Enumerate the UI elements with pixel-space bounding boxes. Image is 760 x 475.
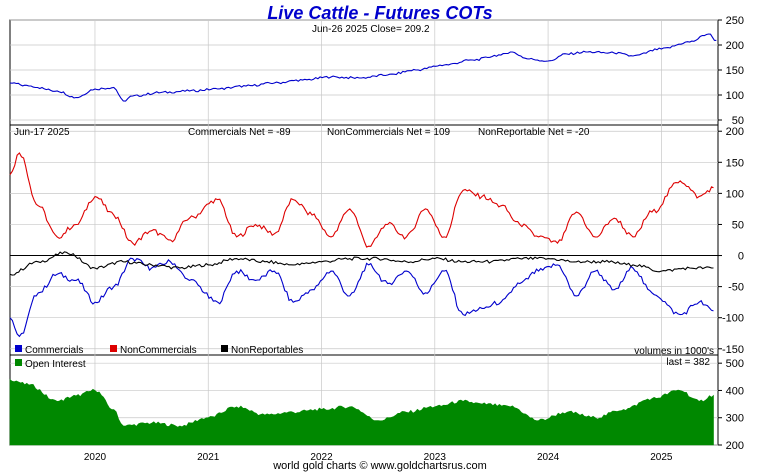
x-tick-label-2023: 2023 <box>424 452 447 463</box>
y-tick-label-p2-300: 300 <box>726 413 744 425</box>
open-interest-legend-swatch <box>15 359 22 366</box>
noncommercials-line <box>9 152 714 248</box>
x-tick-label-2020: 2020 <box>84 452 107 463</box>
y-tick-label-p0-100: 100 <box>726 90 744 102</box>
last-label: last = 382 <box>666 357 710 368</box>
x-tick-label-2021: 2021 <box>197 452 220 463</box>
chart-title: Live Cattle - Futures COTs <box>267 3 493 23</box>
y-tick-label-p0-150: 150 <box>726 65 744 77</box>
nonreportables-line <box>9 251 714 276</box>
nonreportables-legend-swatch <box>221 345 228 352</box>
y-tick-label-p0-50: 50 <box>732 115 744 127</box>
y-tick-label-p0-200: 200 <box>726 40 744 52</box>
x-tick-label-2025: 2025 <box>650 452 673 463</box>
panel-frame-0 <box>9 19 719 126</box>
y-tick-label-p1--150: -150 <box>722 344 744 356</box>
cot-date: Jun-17 2025 <box>14 127 70 138</box>
commercials-legend-swatch <box>15 345 22 352</box>
legend-nonreportables: NonReportables <box>231 345 303 356</box>
y-tick-label-p1-50: 50 <box>732 219 744 231</box>
y-tick-label-p1-200: 200 <box>726 126 744 138</box>
y-tick-label-p1-0: 0 <box>738 251 744 263</box>
nonreportable-net: NonReportable Net = -20 <box>478 127 590 138</box>
y-tick-label-p2-400: 400 <box>726 385 744 397</box>
y-tick-label-p1--100: -100 <box>722 313 744 325</box>
legend-open-interest: Open Interest <box>25 359 86 370</box>
volumes-note: volumes in 1000's <box>634 346 714 357</box>
noncommercials-legend-swatch <box>110 345 117 352</box>
commercials-line <box>9 257 714 338</box>
x-tick-label-2022: 2022 <box>310 452 333 463</box>
y-tick-label-p1--50: -50 <box>728 282 744 294</box>
price-line <box>9 33 717 102</box>
legend-noncommercials: NonCommercials <box>120 345 197 356</box>
y-tick-label-p1-150: 150 <box>726 157 744 169</box>
y-tick-label-p2-500: 500 <box>726 358 744 370</box>
y-tick-label-p1-100: 100 <box>726 188 744 200</box>
commercials-net: Commercials Net = -89 <box>188 127 291 138</box>
y-tick-label-p2-200: 200 <box>726 440 744 452</box>
price-header: Jun-26 2025 Close= 209.2 <box>312 24 430 35</box>
y-tick-label-p0-250: 250 <box>726 15 744 27</box>
legend-commercials: Commercials <box>25 345 83 356</box>
open_interest-area <box>9 378 714 446</box>
footer-credit: world gold charts © www.goldchartsrus.co… <box>273 460 487 472</box>
x-tick-label-2024: 2024 <box>537 452 560 463</box>
noncommercials-net: NonCommercials Net = 109 <box>327 127 451 138</box>
